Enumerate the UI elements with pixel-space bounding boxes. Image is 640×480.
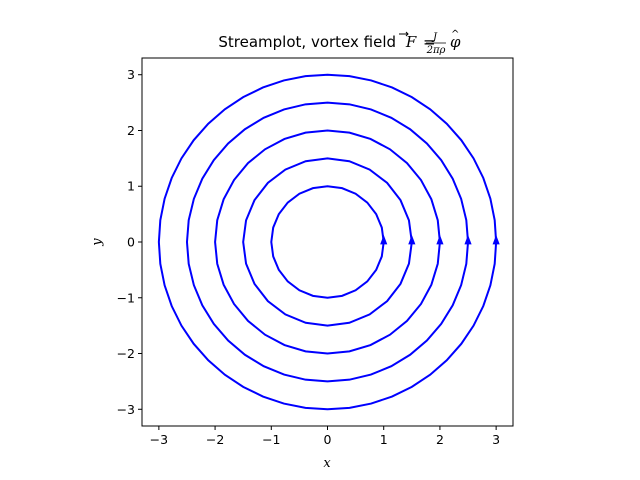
streamline-r2_5 [185, 101, 470, 383]
title-numerator: J [431, 32, 438, 43]
chart-title: Streamplot, vortex field F = [218, 33, 435, 51]
x-axis-label: x [323, 456, 331, 471]
title-hat-icon: ^ [451, 29, 459, 40]
x-tick-label: 1 [380, 432, 388, 447]
streamline-r2 [214, 129, 441, 355]
streamline-arrow-icon [380, 234, 388, 245]
plot-area [157, 73, 500, 411]
title-unit-vector: φ [450, 33, 461, 51]
streamline-r1_5 [242, 157, 413, 327]
streamline-arrow-icon [492, 234, 500, 245]
x-tick-label: 2 [436, 432, 444, 447]
y-tick-label: 3 [127, 67, 135, 82]
streamline-arrow-icon [464, 234, 472, 245]
title-denominator: 2πρ [426, 45, 446, 56]
streamline-r1 [270, 185, 385, 299]
x-tick-label: −2 [206, 432, 224, 447]
y-tick-label: −1 [117, 290, 135, 305]
title-lhs: F [405, 33, 417, 51]
streamline-arrow-icon [408, 234, 416, 245]
y-tick-label: −3 [117, 402, 135, 417]
y-axis-label: y [90, 238, 105, 247]
y-tick-label: −2 [117, 346, 135, 361]
x-tick-label: −1 [262, 432, 280, 447]
y-tick-label: 1 [127, 179, 135, 194]
x-tick-label: 0 [324, 432, 332, 447]
streamline-arrow-icon [436, 234, 444, 245]
x-tick-label: −3 [150, 432, 168, 447]
title-equals: = [423, 33, 436, 51]
axes: −3 −2 −1 0 1 2 3 −3 −2 −1 0 1 2 3 [117, 57, 514, 447]
y-tick-label: 2 [127, 123, 135, 138]
title-prefix: Streamplot, vortex field [218, 33, 396, 51]
y-tick-label: 0 [127, 235, 135, 250]
x-tick-label: 3 [492, 432, 500, 447]
streamline-r3 [157, 73, 498, 411]
title-vector-arrow-icon [399, 31, 409, 37]
